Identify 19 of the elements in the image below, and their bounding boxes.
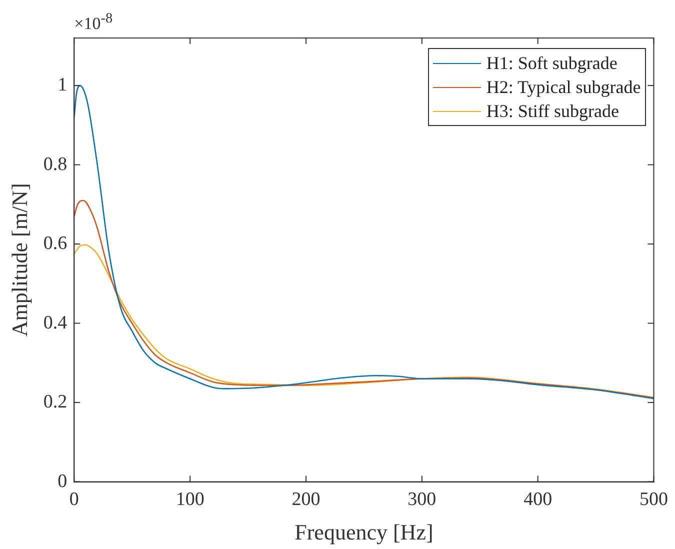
y-tick-label: 0	[58, 470, 68, 492]
x-tick-label: 300	[408, 489, 436, 510]
y-tick-label: 0.8	[43, 154, 68, 175]
y-tick-label: 0.4	[43, 312, 68, 334]
x-axis-title: Frequency [Hz]	[294, 520, 434, 545]
y-axis-title: Amplitude [m/N]	[6, 183, 32, 337]
y-tick-label: 0.6	[43, 233, 68, 254]
legend-label: H2: Typical subgrade	[486, 76, 641, 98]
x-tick-label: 500	[640, 489, 668, 510]
line-series	[74, 200, 654, 398]
y-tick-label: 1	[58, 74, 68, 96]
line-series	[74, 244, 654, 398]
legend-label: H3: Stiff subgrade	[486, 100, 620, 122]
x-tick-label: 100	[176, 489, 204, 510]
x-tick-label: 400	[524, 489, 552, 510]
legend-label: H1: Soft subgrade	[486, 52, 618, 74]
x-tick-label: 200	[292, 489, 320, 510]
y-tick-label: 0.2	[43, 392, 68, 413]
text: ×10$^{-8}$	[74, 10, 113, 33]
